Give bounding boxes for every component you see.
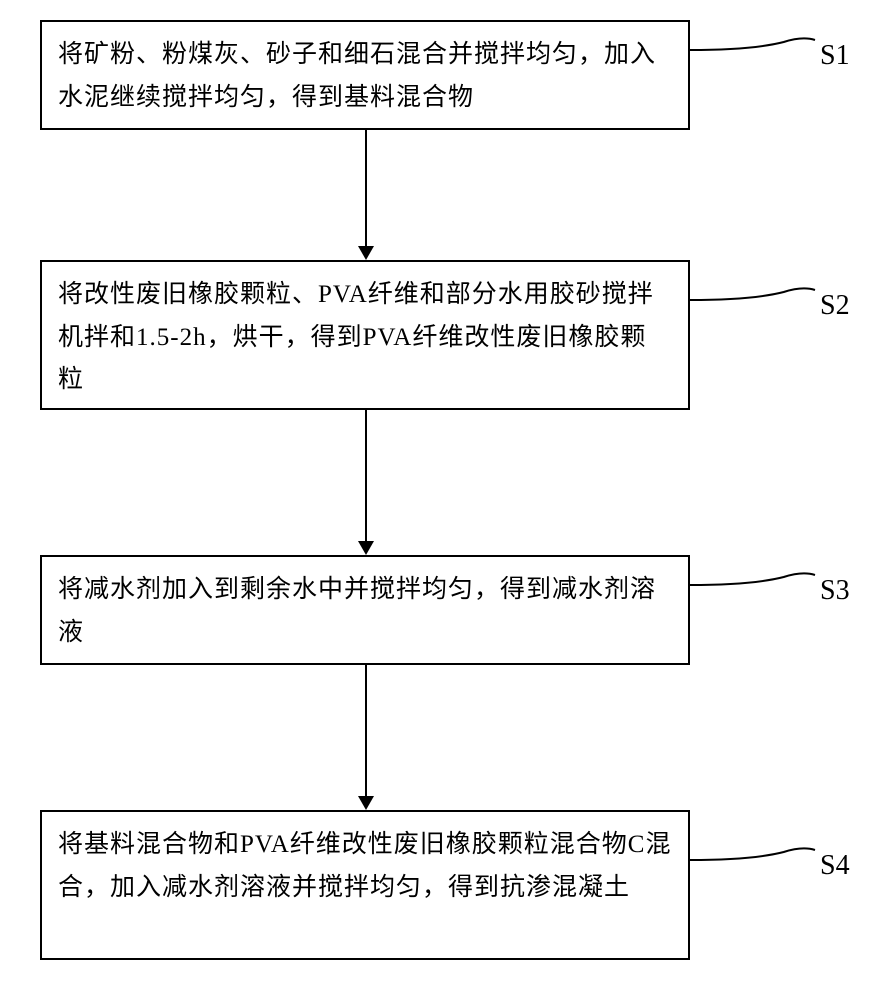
step-label-s3: S3 bbox=[820, 575, 850, 607]
connector-s4 bbox=[690, 840, 815, 880]
step-text-s3: 将减水剂加入到剩余水中并搅拌均匀，得到减水剂溶液 bbox=[58, 576, 656, 646]
step-text-s4: 将基料混合物和PVA纤维改性废旧橡胶颗粒混合物C混合，加入减水剂溶液并搅拌均匀，… bbox=[58, 831, 671, 901]
step-text-s2: 将改性废旧橡胶颗粒、PVA纤维和部分水用胶砂搅拌机拌和1.5-2h，烘干，得到P… bbox=[58, 281, 654, 393]
step-label-s2: S2 bbox=[820, 290, 850, 322]
arrow-head-3-4 bbox=[358, 796, 374, 810]
flowchart-canvas: 将矿粉、粉煤灰、砂子和细石混合并搅拌均匀，加入水泥继续搅拌均匀，得到基料混合物 … bbox=[0, 0, 894, 1000]
step-box-s1: 将矿粉、粉煤灰、砂子和细石混合并搅拌均匀，加入水泥继续搅拌均匀，得到基料混合物 bbox=[40, 20, 690, 130]
connector-s1 bbox=[690, 30, 815, 70]
arrow-head-2-3 bbox=[358, 541, 374, 555]
step-box-s2: 将改性废旧橡胶颗粒、PVA纤维和部分水用胶砂搅拌机拌和1.5-2h，烘干，得到P… bbox=[40, 260, 690, 410]
connector-s2 bbox=[690, 280, 815, 320]
step-label-s4: S4 bbox=[820, 850, 850, 882]
step-text-s1: 将矿粉、粉煤灰、砂子和细石混合并搅拌均匀，加入水泥继续搅拌均匀，得到基料混合物 bbox=[58, 41, 656, 111]
arrow-line-1-2 bbox=[365, 130, 367, 246]
step-box-s3: 将减水剂加入到剩余水中并搅拌均匀，得到减水剂溶液 bbox=[40, 555, 690, 665]
connector-s3 bbox=[690, 565, 815, 605]
arrow-line-2-3 bbox=[365, 410, 367, 541]
step-box-s4: 将基料混合物和PVA纤维改性废旧橡胶颗粒混合物C混合，加入减水剂溶液并搅拌均匀，… bbox=[40, 810, 690, 960]
arrow-line-3-4 bbox=[365, 665, 367, 796]
arrow-head-1-2 bbox=[358, 246, 374, 260]
step-label-s1: S1 bbox=[820, 40, 850, 72]
